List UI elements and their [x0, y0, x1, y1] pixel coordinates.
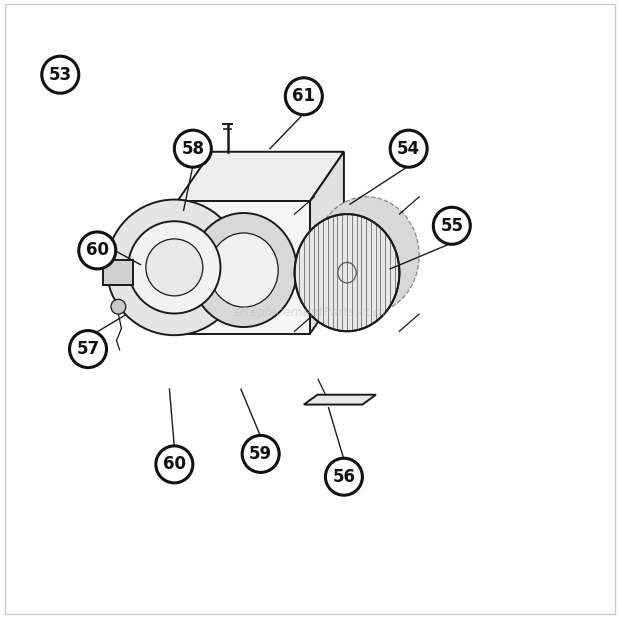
Bar [103, 260, 133, 285]
Circle shape [146, 239, 203, 296]
Circle shape [326, 458, 363, 495]
Polygon shape [177, 201, 310, 334]
Text: 55: 55 [440, 217, 463, 235]
Circle shape [285, 78, 322, 115]
Text: 58: 58 [181, 140, 205, 158]
Text: 56: 56 [332, 468, 355, 486]
Circle shape [242, 436, 279, 472]
Text: 61: 61 [293, 87, 316, 105]
Polygon shape [304, 395, 376, 405]
Text: eReplacementParts.com: eReplacementParts.com [234, 305, 386, 319]
Ellipse shape [314, 197, 419, 314]
Circle shape [107, 200, 242, 335]
Text: 60: 60 [163, 455, 186, 473]
Circle shape [111, 299, 126, 314]
Circle shape [128, 221, 221, 313]
Circle shape [174, 130, 211, 167]
Text: 59: 59 [249, 445, 272, 463]
Circle shape [69, 331, 107, 368]
Ellipse shape [209, 233, 278, 307]
Polygon shape [310, 152, 344, 334]
Polygon shape [177, 152, 344, 201]
Circle shape [433, 207, 471, 244]
Ellipse shape [294, 214, 399, 331]
Text: 53: 53 [49, 66, 72, 83]
Circle shape [79, 232, 116, 269]
Circle shape [42, 56, 79, 93]
Circle shape [390, 130, 427, 167]
Text: 60: 60 [86, 242, 108, 260]
Circle shape [156, 446, 193, 483]
Text: 54: 54 [397, 140, 420, 158]
Text: 57: 57 [76, 340, 100, 358]
Ellipse shape [191, 213, 297, 327]
